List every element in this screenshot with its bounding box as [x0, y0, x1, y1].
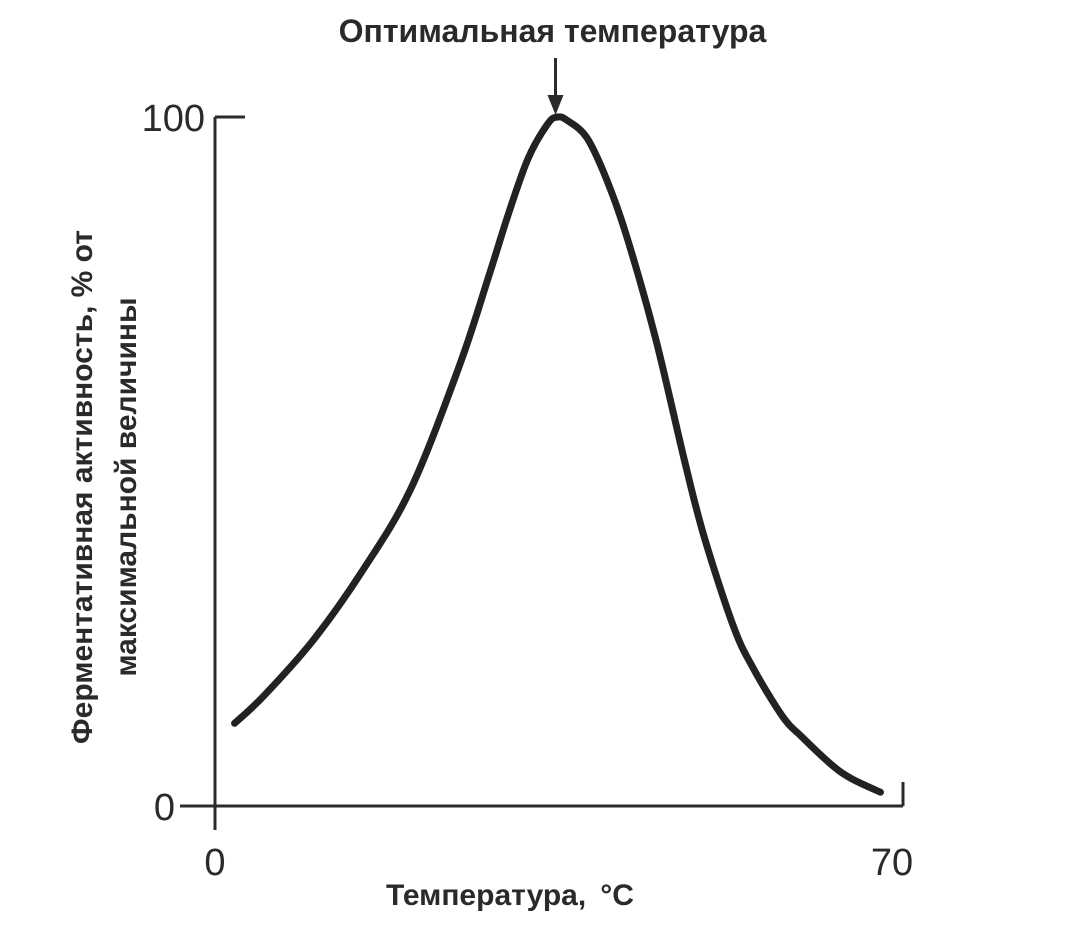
activity-curve — [231, 113, 884, 796]
x-axis-title: Температура, °C — [386, 879, 634, 912]
y-tick-label-0: 0 — [154, 787, 175, 829]
y-axis-title-line1: Ферментативная активность, % от — [66, 230, 99, 744]
optimal-temperature-annotation: Оптимальная температура — [339, 13, 767, 49]
annotation-arrow-head — [547, 95, 564, 115]
y-axis-title-line2: максимальной величины — [110, 297, 143, 676]
x-tick-label-70: 70 — [871, 842, 913, 884]
y-axis-title: Ферментативная активность, % от максимал… — [66, 230, 143, 744]
x-tick-label-0: 0 — [204, 842, 225, 884]
y-tick-label-100: 100 — [142, 98, 205, 140]
